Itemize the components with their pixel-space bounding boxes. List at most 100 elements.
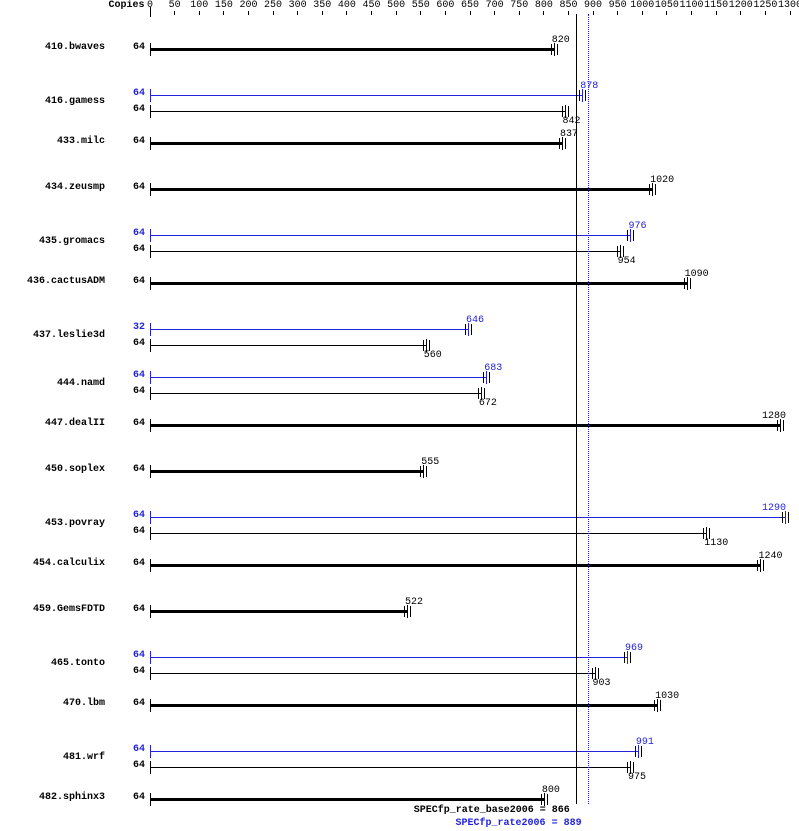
x-tick-label: 1050 [655,0,679,11]
result-value-label: 1290 [762,503,786,514]
x-tick: 250 [264,0,282,15]
copies-value: 64 [110,650,145,661]
x-tick: 400 [338,0,356,15]
result-value-label: 954 [618,256,636,267]
result-value-label: 975 [628,772,646,783]
copies-value: 64 [110,338,145,349]
result-bar: 683 [150,376,486,379]
benchmark-label: 437.leslie3d [0,330,105,341]
benchmark-label: 416.gamess [0,96,105,107]
result-value-label: 1030 [655,691,679,702]
result-value-label: 555 [421,457,439,468]
x-tick: 550 [412,0,430,15]
x-tick-label: 250 [264,0,282,11]
x-tick-label: 900 [584,0,602,11]
result-bar: 878 [150,94,582,97]
benchmark-label: 435.gromacs [0,236,105,247]
copies-value: 64 [110,666,145,677]
x-tick: 1300 [778,0,799,15]
benchmark-label: 450.soplex [0,464,105,475]
x-tick-label: 500 [387,0,405,11]
result-bar: 560 [150,344,426,347]
result-value-label: 842 [563,116,581,127]
copies-value: 64 [110,792,145,803]
x-tick: 1150 [704,0,728,15]
x-tick: 1200 [729,0,753,15]
result-bar: 954 [150,250,620,253]
result-value-label: 969 [625,643,643,654]
copies-value: 64 [110,42,145,53]
x-tick: 1000 [630,0,654,15]
result-bar: 969 [150,656,627,659]
result-value-label: 820 [552,35,570,46]
x-tick: 450 [363,0,381,15]
x-tick: 200 [239,0,257,15]
x-tick: 950 [609,0,627,15]
x-tick: 1100 [680,0,704,15]
copies-value: 64 [110,698,145,709]
result-value-label: 522 [405,597,423,608]
x-tick-label: 200 [239,0,257,11]
x-tick: 300 [289,0,307,15]
result-bar: 1290 [150,516,785,519]
result-bar: 903 [150,672,595,675]
result-value-label: 878 [580,81,598,92]
benchmark-label: 454.calculix [0,558,105,569]
result-bar: 555 [150,470,423,473]
base-reference-line [576,14,577,804]
result-bar: 842 [150,110,565,113]
x-tick-label: 1300 [778,0,799,11]
benchmark-label: 470.lbm [0,698,105,709]
x-tick-label: 750 [510,0,528,11]
x-tick-label: 350 [313,0,331,11]
x-tick-label: 700 [486,0,504,11]
result-value-label: 1280 [762,411,786,422]
benchmark-label: 481.wrf [0,752,105,763]
result-value-label: 1090 [685,269,709,280]
x-tick-label: 550 [412,0,430,11]
result-bar: 991 [150,750,638,753]
copies-value: 64 [110,526,145,537]
x-tick: 750 [510,0,528,15]
copies-value: 64 [110,370,145,381]
x-tick: 500 [387,0,405,15]
result-value-label: 976 [628,221,646,232]
copies-value: 64 [110,558,145,569]
x-tick: 900 [584,0,602,15]
result-bar: 1090 [150,282,687,285]
copies-header: Copies [105,0,148,11]
result-bar: 646 [150,328,468,331]
copies-value: 64 [110,418,145,429]
benchmark-label: 482.sphinx3 [0,792,105,803]
x-tick-label: 1250 [753,0,777,11]
x-tick: 50 [169,0,181,15]
benchmark-label: 465.tonto [0,658,105,669]
x-tick-label: 50 [169,0,181,11]
x-tick: 100 [190,0,208,15]
x-tick-label: 600 [436,0,454,11]
copies-value: 64 [110,88,145,99]
result-value-label: 1020 [650,175,674,186]
copies-value: 64 [110,182,145,193]
x-tick: 1250 [753,0,777,15]
x-tick: 650 [461,0,479,15]
benchmark-label: 444.namd [0,378,105,389]
x-tick: 350 [313,0,331,15]
result-value-label: 560 [424,350,442,361]
copies-value: 64 [110,464,145,475]
x-tick: 800 [535,0,553,15]
result-value-label: 903 [593,678,611,689]
x-tick-label: 1000 [630,0,654,11]
result-bar: 1030 [150,704,657,707]
result-bar: 975 [150,766,630,769]
x-tick: 150 [215,0,233,15]
copies-value: 64 [110,244,145,255]
x-tick-label: 850 [559,0,577,11]
benchmark-label: 436.cactusADM [0,276,105,287]
copies-value: 64 [110,760,145,771]
specfp-rate-chart: Copies 050100150200250300350400450500550… [0,0,799,831]
x-tick-label: 1150 [704,0,728,11]
result-bar: 672 [150,392,481,395]
x-tick-label: 1200 [729,0,753,11]
result-value-label: 800 [542,785,560,796]
